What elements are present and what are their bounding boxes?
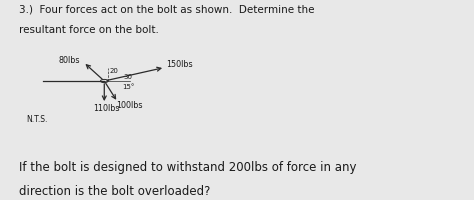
Text: 110lbs: 110lbs	[93, 104, 120, 113]
Text: 100lbs: 100lbs	[117, 101, 143, 110]
Text: resultant force on the bolt.: resultant force on the bolt.	[19, 25, 159, 35]
Text: direction is the bolt overloaded?: direction is the bolt overloaded?	[19, 185, 210, 198]
Text: 30: 30	[123, 74, 132, 80]
Text: If the bolt is designed to withstand 200lbs of force in any: If the bolt is designed to withstand 200…	[19, 161, 356, 174]
Text: 15°: 15°	[122, 84, 135, 90]
Text: 20: 20	[110, 68, 119, 74]
Text: 3.)  Four forces act on the bolt as shown.  Determine the: 3.) Four forces act on the bolt as shown…	[19, 5, 314, 15]
Text: N.T.S.: N.T.S.	[26, 116, 47, 124]
Text: 80lbs: 80lbs	[58, 56, 80, 65]
Text: 150lbs: 150lbs	[166, 60, 192, 69]
